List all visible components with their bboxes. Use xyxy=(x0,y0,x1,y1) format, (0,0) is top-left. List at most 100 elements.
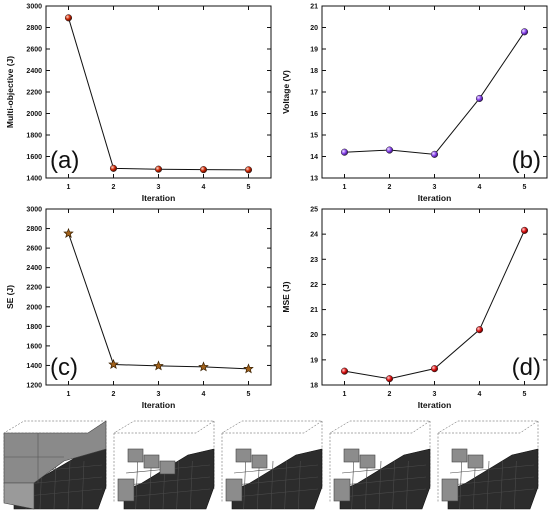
x-tick-label: 2 xyxy=(388,391,392,398)
y-tick-label: 16 xyxy=(310,111,318,118)
voxel-grid xyxy=(341,476,427,486)
x-tick-label: 5 xyxy=(523,184,527,191)
data-point xyxy=(154,165,163,173)
voxel-light xyxy=(127,448,144,463)
structures-row xyxy=(3,420,539,510)
voxel-light xyxy=(451,448,468,463)
x-tick-label: 2 xyxy=(112,184,116,191)
voxel-light xyxy=(251,454,268,469)
y-tick-label: 2200 xyxy=(26,90,42,97)
voxel-grid xyxy=(486,460,490,510)
iteration-5-structure xyxy=(437,420,539,510)
x-axis-label: Iteration xyxy=(142,193,176,203)
y-tick-label: 21 xyxy=(310,307,318,314)
data-point xyxy=(475,94,484,102)
x-tick-label: 1 xyxy=(67,391,71,398)
voxel-grid xyxy=(233,476,319,486)
iteration-2-structure xyxy=(113,420,215,510)
y-tick-label: 23 xyxy=(310,257,318,264)
y-tick-label: 2200 xyxy=(26,285,42,292)
y-tick-label: 1400 xyxy=(26,176,42,183)
voxel-grid xyxy=(351,460,354,510)
x-tick-label: 2 xyxy=(112,391,116,398)
y-tick-label: 14 xyxy=(310,154,318,161)
plot-frame xyxy=(45,208,272,386)
panel-label: (c) xyxy=(50,354,78,381)
y-tick-label: 20 xyxy=(310,332,318,339)
wireframe-top xyxy=(113,420,215,434)
voxel-light xyxy=(467,454,484,469)
x-tick-label: 4 xyxy=(478,391,482,398)
y-tick-label: 18 xyxy=(310,383,318,390)
x-tick-label: 2 xyxy=(388,184,392,191)
voxel-grid xyxy=(341,464,427,474)
y-tick-label: 2600 xyxy=(26,47,42,54)
y-tick-label: 13 xyxy=(310,176,318,183)
voxel-grid xyxy=(190,460,193,510)
y-tick-label: 20 xyxy=(310,25,318,32)
y-axis-label: Multi-objective (J) xyxy=(5,56,15,128)
y-tick-label: 24 xyxy=(310,232,318,239)
panel-label: (a) xyxy=(50,147,79,174)
x-tick-label: 1 xyxy=(343,184,347,191)
x-tick-label: 1 xyxy=(67,184,71,191)
y-tick-label: 1200 xyxy=(26,383,42,390)
voxel-light xyxy=(235,448,252,463)
x-tick-label: 3 xyxy=(157,184,161,191)
chart-panel-c: 1200 1400 1600 1800 2000 2200 2400 2600 2800 3000… xyxy=(5,207,272,410)
y-tick-label: 1800 xyxy=(26,133,42,140)
data-point xyxy=(520,226,529,234)
x-tick-label: 4 xyxy=(202,391,206,398)
voxel-grid xyxy=(459,460,462,510)
x-tick-label: 3 xyxy=(433,391,437,398)
voxel-grid xyxy=(392,460,395,510)
x-tick-label: 4 xyxy=(202,184,206,191)
data-point xyxy=(243,363,254,374)
voxel-grid xyxy=(125,476,211,486)
voxel-grid xyxy=(449,464,535,474)
voxel-grid xyxy=(406,460,409,510)
y-axis-label: SE (J) xyxy=(5,285,15,309)
voxel-light xyxy=(159,460,176,475)
voxel-light xyxy=(225,478,243,502)
y-tick-label: 3000 xyxy=(26,207,42,214)
y-axis-label: Voltage (V) xyxy=(281,70,291,114)
y-tick-label: 1800 xyxy=(26,324,42,331)
y-tick-label: 2600 xyxy=(26,246,42,253)
x-axis-label: Iteration xyxy=(142,400,176,410)
wireframe-top xyxy=(329,420,431,434)
data-point xyxy=(385,375,394,383)
voxel-grid xyxy=(53,460,57,510)
x-tick-label: 5 xyxy=(523,391,527,398)
voxel-grid xyxy=(67,460,71,510)
voxel-grid xyxy=(284,460,287,510)
voxel-light xyxy=(441,478,459,502)
y-tick-label: 19 xyxy=(310,47,318,54)
data-point xyxy=(109,164,118,172)
voxel-grid xyxy=(378,460,382,510)
voxel-grid xyxy=(149,460,152,510)
data-point xyxy=(340,367,349,375)
data-point xyxy=(199,166,208,174)
iteration-4-structure xyxy=(329,420,431,510)
iteration-3-structure xyxy=(221,420,323,510)
data-point xyxy=(385,146,394,154)
data-point xyxy=(198,361,209,372)
voxel-grid xyxy=(176,460,179,510)
wireframe-top xyxy=(437,420,539,434)
chart-panel-a: 1400 1600 1800 2000 2200 2400 2600 2800 3000 1 2 3 4… xyxy=(5,4,272,203)
wireframe-top xyxy=(221,420,323,434)
voxel-grid xyxy=(449,476,535,486)
y-tick-label: 2800 xyxy=(26,25,42,32)
data-point xyxy=(430,150,439,158)
y-tick-label: 17 xyxy=(310,90,318,97)
voxel-grid xyxy=(365,460,368,510)
voxel-grid xyxy=(341,488,427,498)
plot-frame xyxy=(45,5,272,179)
voxel-grid xyxy=(135,460,138,510)
series-line xyxy=(68,233,249,370)
data-point xyxy=(153,360,164,371)
